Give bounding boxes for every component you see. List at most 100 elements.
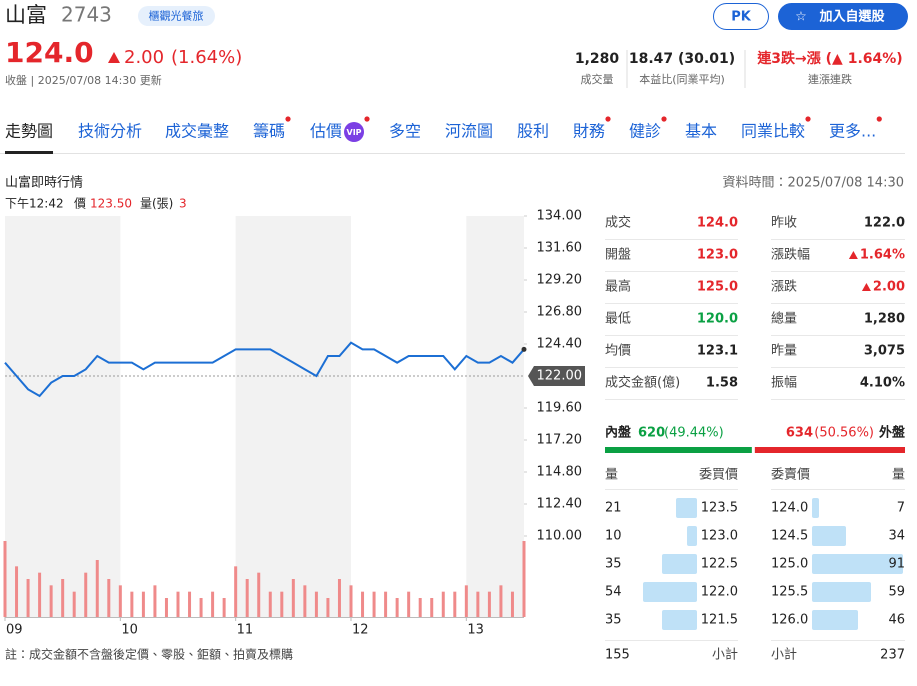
add-watchlist-button[interactable]: [778, 3, 908, 30]
y-tick-label: 124.40: [537, 337, 583, 352]
stat-value: 1.58: [706, 376, 738, 391]
reference-box: [528, 366, 585, 386]
volume-bar: [211, 591, 215, 617]
bid-bar: [676, 498, 697, 518]
volume-bar: [464, 585, 468, 617]
stat-value: 123.0: [697, 248, 738, 263]
volume-bar: [38, 572, 42, 617]
tab[interactable]: 走勢圖: [5, 122, 53, 141]
ask-volume: 7: [897, 501, 905, 516]
price-change: 2.00: [124, 47, 164, 68]
tab[interactable]: 同業比較: [741, 122, 805, 141]
stat-label: 成交: [605, 215, 631, 231]
stat-label: 振幅: [771, 376, 797, 391]
y-tick-label: 134.00: [537, 209, 583, 224]
y-tick-label: 131.60: [537, 241, 583, 256]
tab[interactable]: 河流圖: [445, 122, 493, 141]
ask-price: 124.0: [771, 501, 808, 516]
volume-bar: [188, 591, 192, 617]
bid-volume: 35: [605, 613, 622, 628]
tab[interactable]: 成交彙整: [165, 122, 229, 141]
bid-bar: [687, 526, 697, 546]
stat-value: 2.00: [873, 280, 905, 295]
vip-label[interactable]: VIP: [347, 128, 362, 137]
volume-bar: [234, 566, 238, 617]
volume-bar: [337, 579, 341, 617]
tab[interactable]: 財務: [573, 122, 605, 141]
star-icon[interactable]: ☆: [795, 10, 807, 25]
tab[interactable]: 更多...: [829, 122, 876, 141]
volume-bar: [522, 541, 526, 617]
volume-bar: [372, 591, 376, 617]
y-tick-label: 114.80: [537, 465, 583, 480]
volume-bar: [257, 572, 261, 617]
stat-label: 最低: [605, 311, 631, 327]
volume-bar: [395, 598, 399, 617]
vip-badge[interactable]: [344, 122, 365, 142]
stat-value: 123.1: [697, 344, 738, 359]
stat-value: 1.64%: [860, 248, 905, 263]
ask-price: 126.0: [771, 613, 808, 628]
bid-price: 122.5: [701, 557, 738, 572]
metric-label: 本益比(同業平均): [639, 72, 725, 86]
stat-value: 1,280: [864, 312, 905, 327]
tab[interactable]: 估價: [310, 122, 342, 141]
volume-bar: [384, 591, 388, 617]
tab[interactable]: 技術分析: [78, 122, 142, 141]
hour-band: [466, 216, 524, 617]
reference-label: 122.00: [537, 369, 583, 384]
y-tick-label: 110.00: [537, 529, 583, 544]
tab[interactable]: 健診: [629, 122, 661, 141]
bid-price: 121.5: [701, 613, 738, 628]
bid-bar: [662, 610, 697, 630]
volume-bar: [95, 560, 99, 617]
volume-bar: [3, 541, 7, 617]
metric-label: 連漲連跌: [808, 72, 852, 86]
volume-bar: [510, 591, 514, 617]
notify-dot: [661, 116, 667, 122]
bid-volume: 10: [605, 529, 622, 544]
hover-time: 下午12:42: [5, 197, 64, 211]
stock-code: 2743: [61, 3, 112, 27]
stat-label: 均價: [605, 344, 631, 359]
subtotal-label: 小計: [712, 647, 738, 663]
tab[interactable]: 多空: [389, 122, 421, 141]
data-time: 資料時間：2025/07/08 14:30: [722, 176, 904, 191]
add-watchlist-label[interactable]: 加入自選股: [818, 9, 884, 25]
pk-label[interactable]: PK: [731, 10, 752, 25]
x-tick-label: 10: [121, 623, 138, 638]
x-tick-label: 12: [352, 623, 369, 638]
pk-button[interactable]: [713, 3, 769, 30]
hover-volume: 3: [179, 197, 187, 211]
hover-price-label: 價: [74, 197, 86, 211]
y-tick-label: 129.20: [537, 273, 583, 288]
inner-label: 內盤: [605, 425, 631, 441]
volume-bar: [476, 591, 480, 617]
tab-underline: [5, 151, 54, 154]
ask-volume: 59: [888, 585, 905, 600]
bid-volume: 21: [605, 501, 622, 516]
hour-band: [5, 216, 121, 617]
bid-price: 122.0: [701, 585, 738, 600]
stat-value: 4.10%: [860, 376, 905, 391]
tab[interactable]: 股利: [517, 122, 549, 141]
notify-dot: [285, 116, 291, 122]
inner-bar: [605, 447, 752, 453]
metric-value: 連3跌→漲 (▲ 1.64%): [756, 50, 902, 67]
y-tick-label: 126.80: [537, 305, 583, 320]
bid-total: 155: [605, 648, 630, 663]
x-tick-label: 09: [6, 623, 23, 638]
industry-tag[interactable]: 櫃觀光餐旅: [149, 9, 204, 23]
ask-bar: [812, 554, 903, 574]
outer-bar: [754, 447, 905, 453]
ask-bar: [812, 526, 846, 546]
stat-label: 成交金額(億): [605, 375, 680, 391]
volume-bar: [430, 598, 434, 617]
tab[interactable]: 籌碼: [253, 122, 285, 141]
x-tick-label: 13: [467, 623, 484, 638]
inner-volume: 620: [638, 426, 665, 441]
tab[interactable]: 基本: [685, 122, 717, 141]
volume-bar: [314, 591, 318, 617]
tag-pill[interactable]: [138, 6, 215, 26]
outer-pct: (50.56%): [814, 426, 874, 441]
